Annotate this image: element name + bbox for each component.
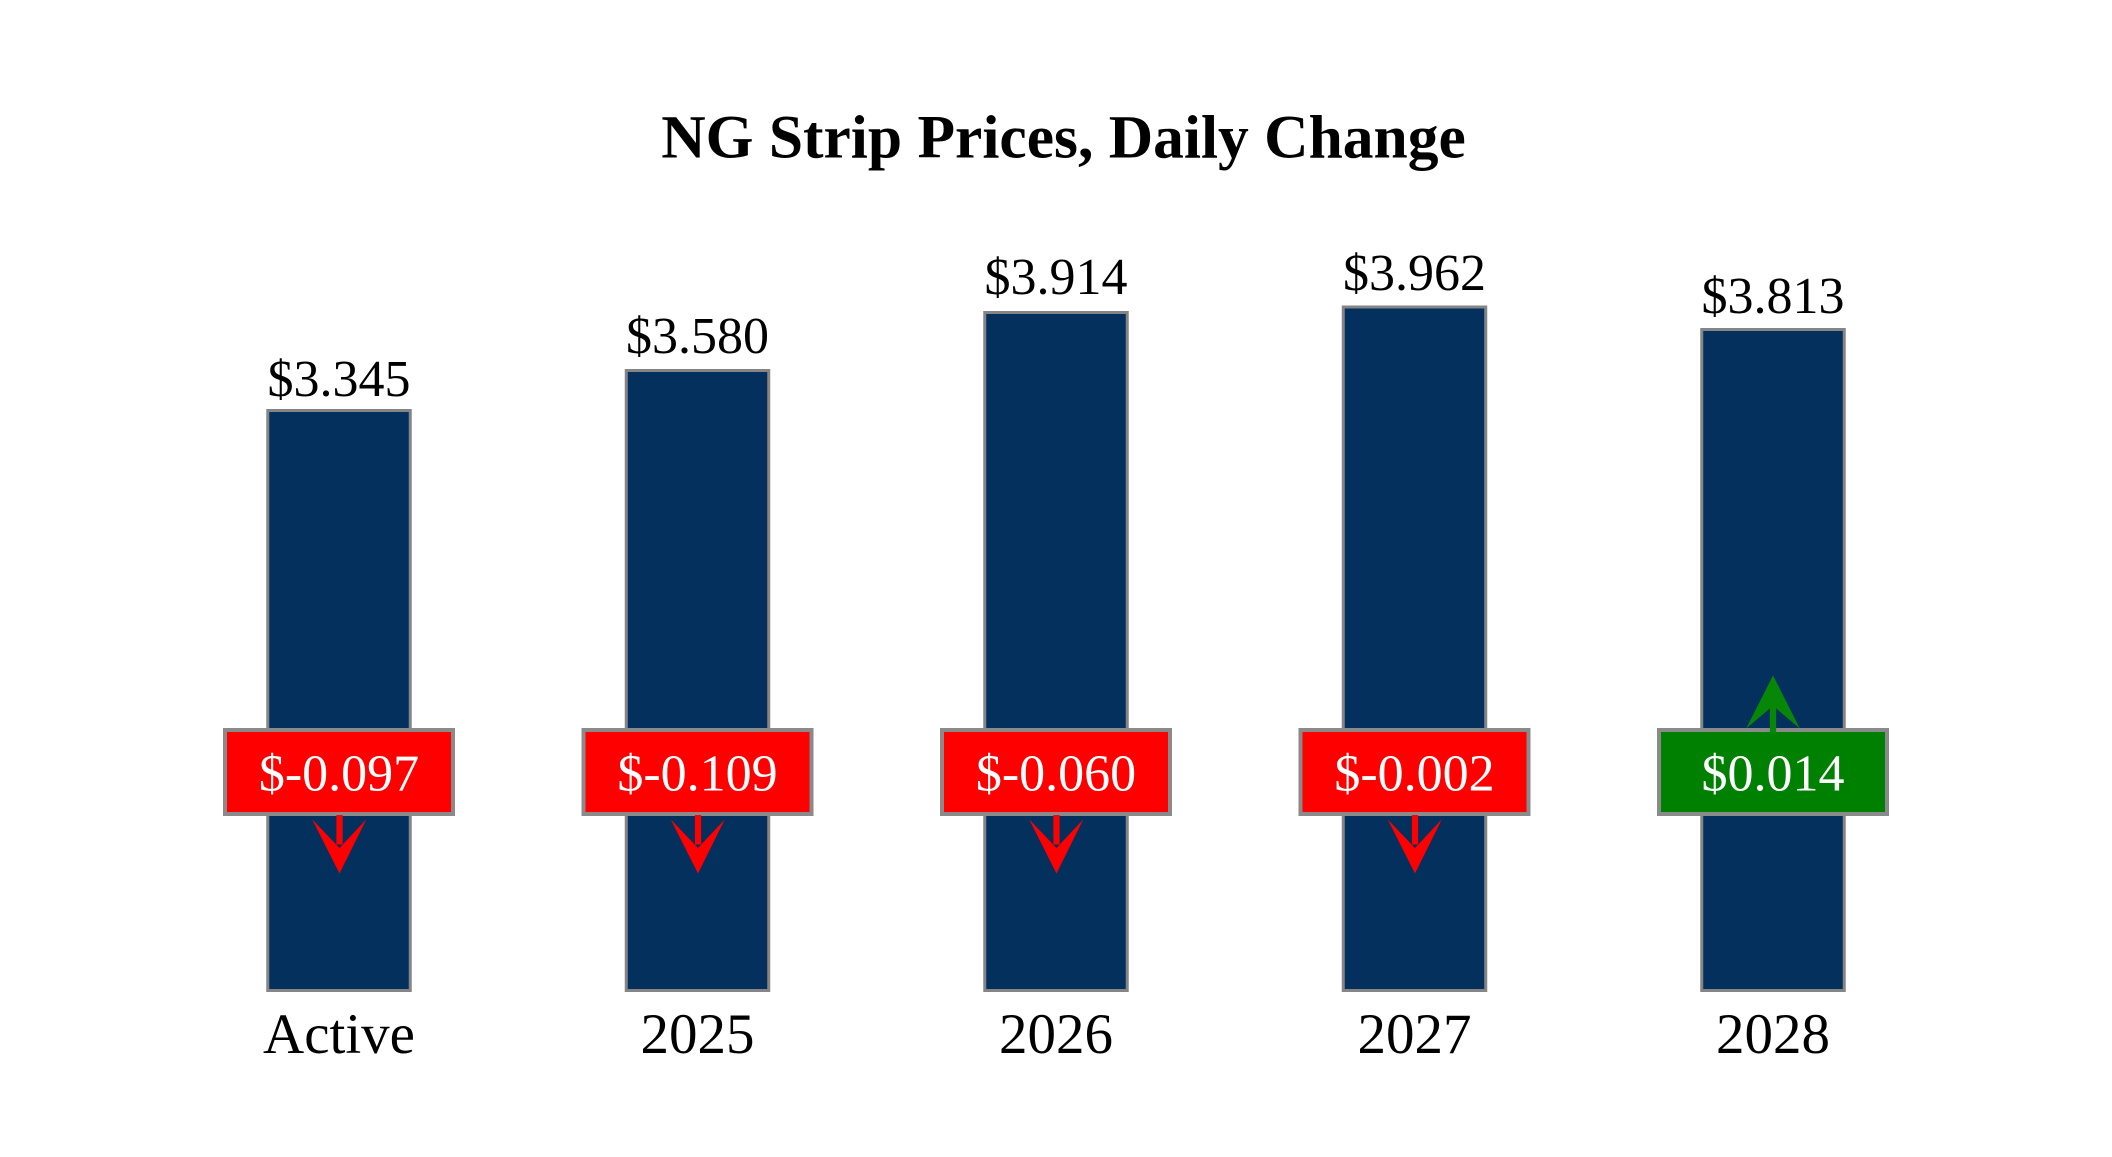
svg-text:2026: 2026 — [999, 1003, 1113, 1066]
svg-text:$-0.060: $-0.060 — [976, 746, 1136, 803]
svg-text:2027: 2027 — [1358, 1003, 1472, 1066]
svg-text:$-0.097: $-0.097 — [259, 746, 419, 803]
svg-text:Active: Active — [263, 1003, 415, 1066]
svg-text:NG Strip Prices, Daily Change: NG Strip Prices, Daily Change — [661, 104, 1466, 172]
svg-text:$3.962: $3.962 — [1343, 245, 1486, 302]
svg-text:2025: 2025 — [641, 1003, 755, 1066]
svg-text:$0.014: $0.014 — [1702, 746, 1845, 803]
svg-text:$-0.109: $-0.109 — [617, 746, 777, 803]
svg-text:$3.914: $3.914 — [985, 249, 1128, 306]
svg-text:2028: 2028 — [1716, 1003, 1830, 1066]
svg-text:$3.345: $3.345 — [268, 351, 411, 408]
svg-text:$-0.002: $-0.002 — [1334, 746, 1494, 803]
svg-text:$3.580: $3.580 — [626, 308, 769, 365]
svg-text:$3.813: $3.813 — [1702, 268, 1845, 325]
